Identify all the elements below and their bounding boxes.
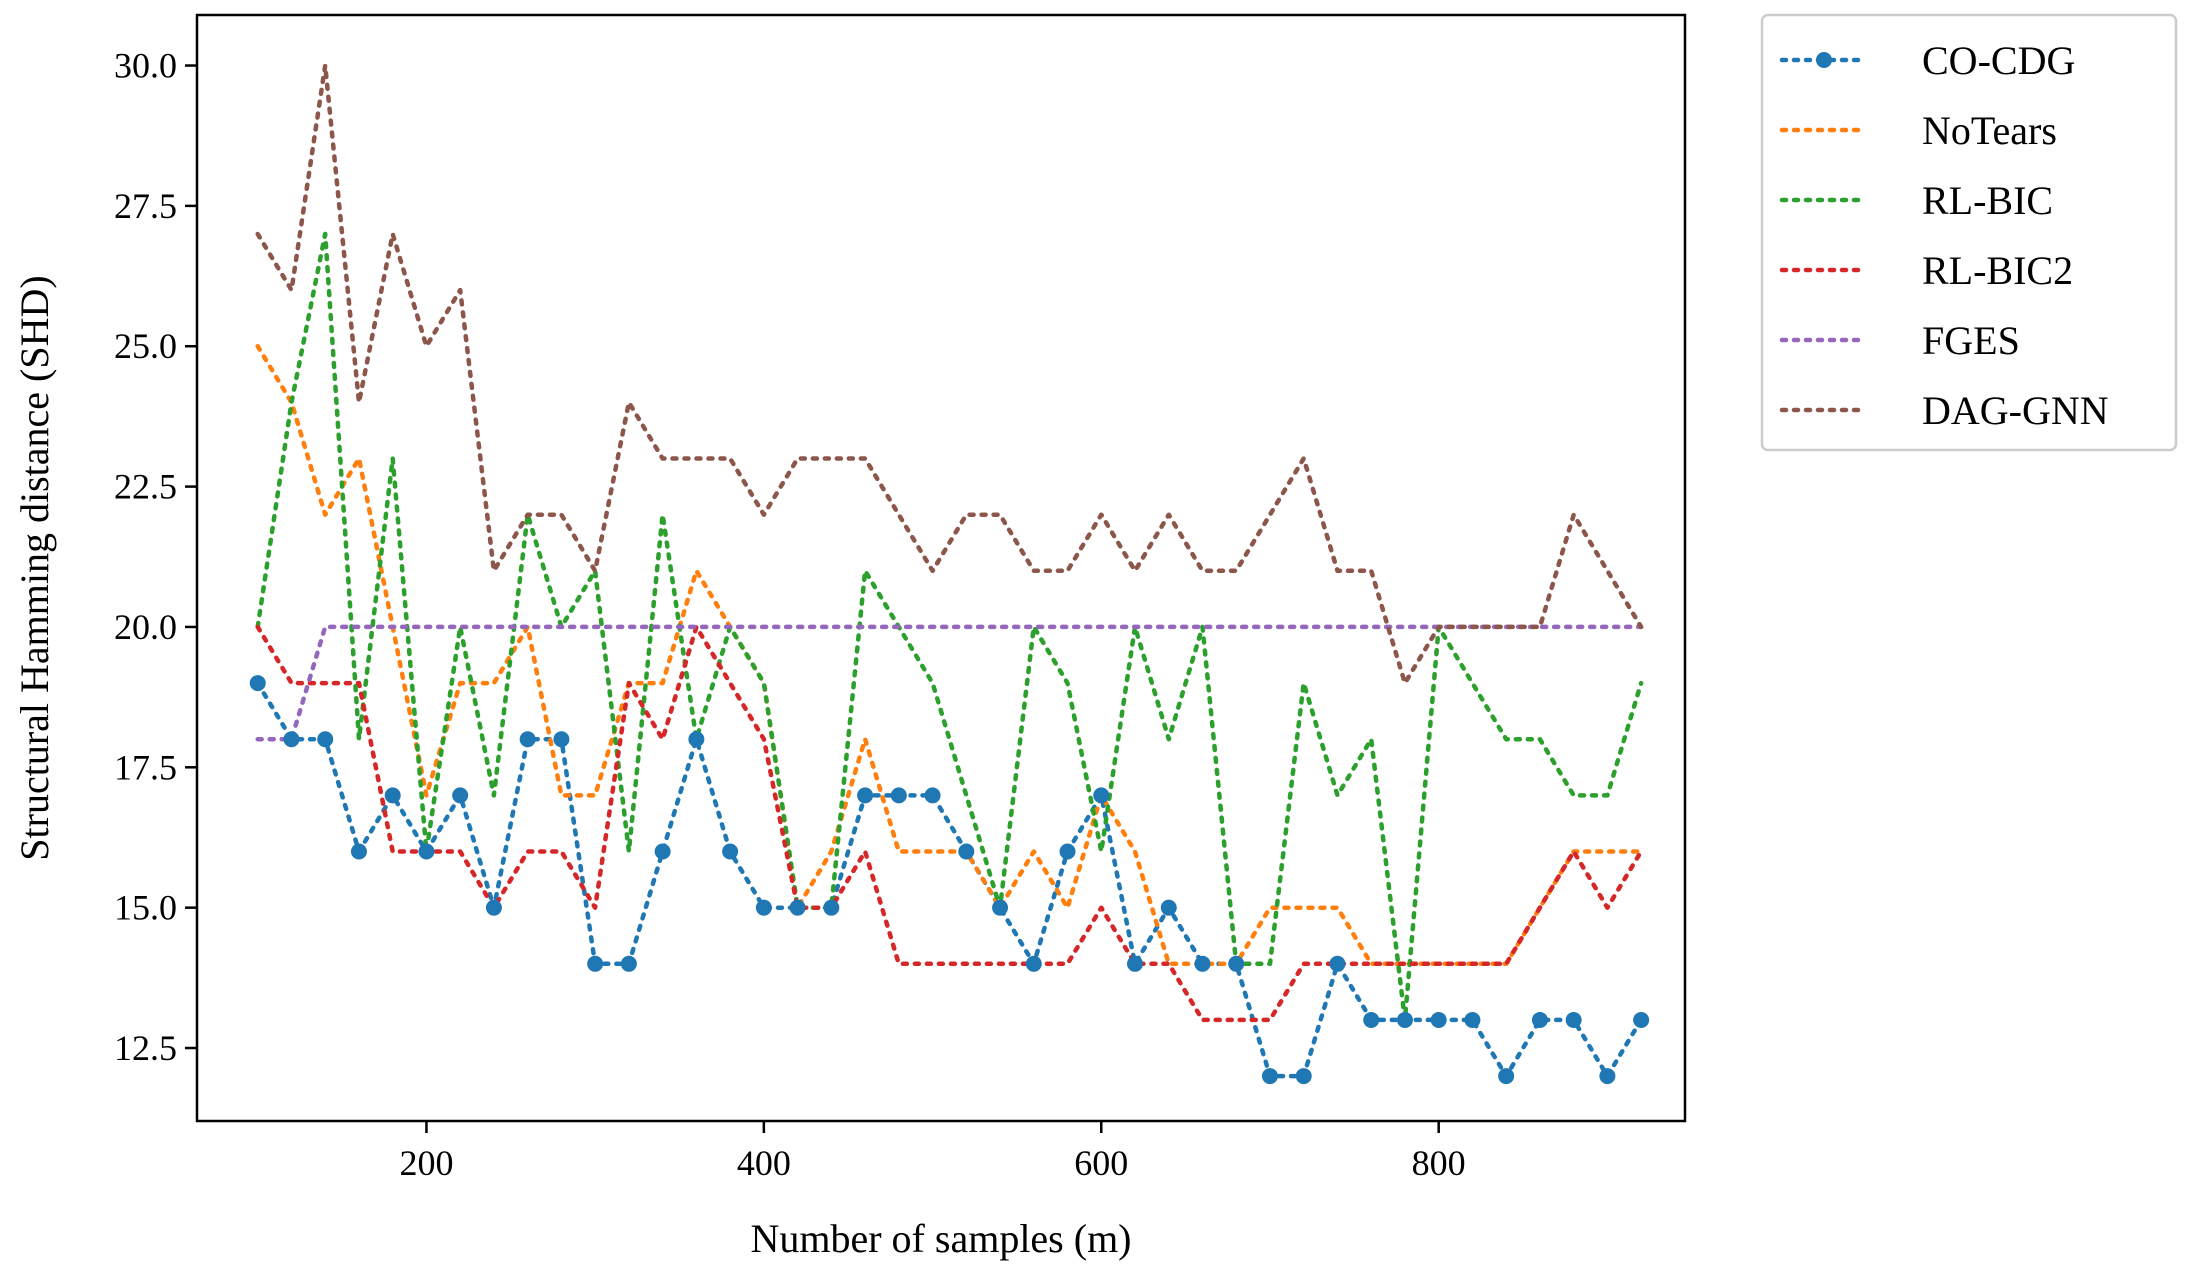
data-point-co-cdg	[1464, 1011, 1481, 1028]
data-point-co-cdg	[1565, 1011, 1582, 1028]
series-line-dag-gnn	[255, 63, 1644, 686]
y-tick-label: 15.0	[114, 888, 177, 928]
data-point-co-cdg	[1261, 1068, 1278, 1085]
data-point-co-cdg	[755, 899, 772, 916]
data-point-co-cdg	[1194, 955, 1211, 972]
x-axis: 200 400 600 800	[399, 1121, 1466, 1183]
series-line-rl-bic	[255, 231, 1644, 1023]
data-point-co-cdg	[587, 955, 604, 972]
data-point-co-cdg	[722, 843, 739, 860]
legend-label-fges: FGES	[1922, 318, 2020, 363]
x-tick-label: 400	[737, 1143, 791, 1183]
data-point-co-cdg	[1329, 955, 1346, 972]
y-tick-label: 25.0	[114, 326, 177, 366]
y-tick-label: 12.5	[114, 1028, 177, 1068]
legend-label-dag-gnn: DAG-GNN	[1922, 388, 2109, 433]
data-point-co-cdg	[992, 899, 1009, 916]
data-point-co-cdg	[823, 899, 840, 916]
data-point-co-cdg	[485, 899, 502, 916]
data-point-co-cdg	[857, 787, 874, 804]
y-tick-label: 22.5	[114, 467, 177, 507]
x-tick-label: 200	[399, 1143, 453, 1183]
data-point-co-cdg	[654, 843, 671, 860]
data-point-co-cdg	[890, 787, 907, 804]
y-tick-label: 27.5	[114, 186, 177, 226]
legend-label-notears: NoTears	[1922, 108, 2057, 153]
data-point-co-cdg	[1430, 1011, 1447, 1028]
data-point-co-cdg	[789, 899, 806, 916]
data-point-co-cdg	[1363, 1011, 1380, 1028]
y-tick-label: 30.0	[114, 46, 177, 86]
data-point-co-cdg	[519, 731, 536, 748]
data-point-co-cdg	[688, 731, 705, 748]
legend-label-rl-bic: RL-BIC	[1922, 178, 2053, 223]
y-tick-label: 20.0	[114, 607, 177, 647]
data-point-co-cdg	[1025, 955, 1042, 972]
series-line-fges	[255, 624, 1644, 742]
y-axis: 12.5 15.0 17.5 20.0 22.5 25.0 27.5 30.0	[114, 46, 197, 1068]
series-layer	[249, 63, 1650, 1085]
data-point-co-cdg	[1396, 1011, 1413, 1028]
data-point-co-cdg	[1295, 1068, 1312, 1085]
x-axis-title: Number of samples (m)	[750, 1216, 1131, 1261]
data-point-co-cdg	[1160, 899, 1177, 916]
x-tick-label: 800	[1412, 1143, 1466, 1183]
plot-frame	[195, 13, 1687, 1123]
y-axis-title: Structural Hamming distance (SHD)	[12, 275, 57, 860]
data-point-co-cdg	[418, 843, 435, 860]
data-point-co-cdg	[924, 787, 941, 804]
data-point-co-cdg	[1228, 955, 1245, 972]
y-tick-label: 17.5	[114, 747, 177, 787]
data-point-co-cdg	[283, 731, 300, 748]
legend-box	[1760, 13, 2178, 452]
legend-label-co-cdg: CO-CDG	[1922, 38, 2075, 83]
data-point-co-cdg	[350, 843, 367, 860]
data-point-co-cdg	[317, 731, 334, 748]
legend: CO-CDG NoTears RL-BIC RL-BIC2 FGES DAG-GNN	[1760, 13, 2178, 452]
legend-marker-co-cdg	[1816, 52, 1832, 68]
series-line-rl-bic2	[255, 624, 1644, 1023]
data-point-co-cdg	[384, 787, 401, 804]
data-point-co-cdg	[452, 787, 469, 804]
data-point-co-cdg	[1498, 1068, 1515, 1085]
data-point-co-cdg	[1093, 787, 1110, 804]
data-point-co-cdg	[620, 955, 637, 972]
data-point-co-cdg	[249, 675, 266, 692]
data-point-co-cdg	[1599, 1068, 1616, 1085]
data-point-co-cdg	[553, 731, 570, 748]
data-point-co-cdg	[1059, 843, 1076, 860]
data-point-co-cdg	[1633, 1011, 1650, 1028]
data-point-co-cdg	[1531, 1011, 1548, 1028]
data-point-co-cdg	[958, 843, 975, 860]
data-point-co-cdg	[1127, 955, 1144, 972]
legend-label-rl-bic2: RL-BIC2	[1922, 248, 2073, 293]
x-tick-label: 600	[1074, 1143, 1128, 1183]
